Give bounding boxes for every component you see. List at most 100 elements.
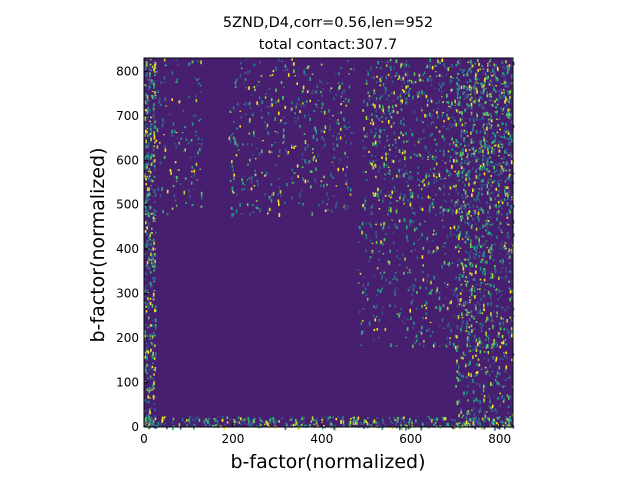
heatmap-cell <box>482 86 485 89</box>
heatmap-cell <box>477 358 480 361</box>
heatmap-cell <box>405 424 408 428</box>
heatmap-cell <box>437 116 439 119</box>
heatmap-cell <box>466 236 468 240</box>
heatmap-cell <box>409 418 411 421</box>
heatmap-cell <box>486 411 488 413</box>
heatmap-cell <box>387 191 390 193</box>
heatmap-cell <box>449 341 451 345</box>
heatmap-cell <box>505 248 507 250</box>
heatmap-cell <box>418 91 421 95</box>
heatmap-cell <box>144 230 147 232</box>
heatmap-cell <box>352 420 355 425</box>
heatmap-cell <box>153 113 155 117</box>
heatmap-cell <box>484 132 486 135</box>
heatmap-cell <box>475 253 478 256</box>
heatmap-cell <box>349 424 351 427</box>
heatmap-cell <box>437 59 439 64</box>
heatmap-cell <box>315 129 317 133</box>
heatmap-cell <box>505 416 507 420</box>
heatmap-cell <box>306 90 309 93</box>
heatmap-cell <box>207 417 210 421</box>
heatmap-cell <box>326 183 328 186</box>
heatmap-cell <box>479 147 481 149</box>
heatmap-cell <box>471 292 473 297</box>
heatmap-cell <box>370 206 373 209</box>
heatmap-cell <box>466 309 468 314</box>
heatmap-cell <box>152 265 154 268</box>
heatmap-cell <box>415 419 417 421</box>
heatmap-cell <box>508 280 510 283</box>
heatmap-cell <box>483 156 485 158</box>
heatmap-cell <box>151 254 154 258</box>
heatmap-cell <box>153 191 155 193</box>
heatmap-cell <box>488 249 490 253</box>
heatmap-cell <box>232 213 235 216</box>
heatmap-cell <box>475 249 477 252</box>
heatmap-cell <box>477 78 480 80</box>
heatmap-cell <box>145 284 147 288</box>
heatmap-cell <box>231 165 234 168</box>
heatmap-cell <box>318 203 320 207</box>
heatmap-cell <box>466 195 469 197</box>
heatmap-cell <box>462 320 464 323</box>
heatmap-cell <box>153 373 155 376</box>
heatmap-cell <box>375 127 377 130</box>
heatmap-cell <box>153 280 155 283</box>
heatmap-cell <box>269 417 272 422</box>
heatmap-cell <box>332 416 334 419</box>
heatmap-cell <box>448 105 450 108</box>
heatmap-cell <box>268 197 270 200</box>
heatmap-cell <box>394 304 397 308</box>
heatmap-cell <box>510 155 512 159</box>
heatmap-cell <box>456 376 458 379</box>
heatmap-cell <box>334 426 337 431</box>
heatmap-cell <box>452 116 454 119</box>
heatmap-cell <box>427 250 429 254</box>
heatmap-cell <box>488 93 490 96</box>
heatmap-cell <box>193 427 195 430</box>
heatmap-cell <box>194 77 196 80</box>
heatmap-cell <box>148 187 150 191</box>
heatmap-cell <box>220 425 222 428</box>
heatmap-cell <box>459 154 462 157</box>
heatmap-cell <box>372 103 375 106</box>
heatmap-cell <box>479 227 481 229</box>
heatmap-cell <box>429 321 432 324</box>
heatmap-cell <box>378 199 380 201</box>
heatmap-cell <box>271 417 274 419</box>
heatmap-cell <box>306 162 308 164</box>
heatmap-cell <box>144 173 146 175</box>
heatmap-cell <box>504 309 506 312</box>
heatmap-cell <box>421 325 423 330</box>
heatmap-cell <box>482 89 484 91</box>
heatmap-cell <box>305 67 307 69</box>
heatmap-cell <box>435 71 437 73</box>
heatmap-cell <box>149 234 151 238</box>
heatmap-cell <box>146 74 148 77</box>
heatmap-cell <box>487 193 490 195</box>
heatmap-cell <box>151 355 153 358</box>
heatmap-cell <box>466 391 468 395</box>
heatmap-cell <box>395 146 398 149</box>
heatmap-cell <box>464 190 467 195</box>
heatmap-cell <box>277 155 280 157</box>
heatmap-cell <box>429 67 432 69</box>
heatmap-cell <box>499 93 501 98</box>
heatmap-cell <box>417 140 420 144</box>
heatmap-cell <box>467 302 470 305</box>
heatmap-cell <box>156 128 159 133</box>
heatmap-cell <box>312 147 314 151</box>
heatmap-cell <box>466 75 468 78</box>
heatmap-cell <box>343 206 345 208</box>
heatmap-cell <box>147 152 150 155</box>
heatmap-cell <box>477 175 480 179</box>
heatmap-cell <box>153 103 155 107</box>
heatmap-cell <box>473 181 476 185</box>
heatmap-cell <box>321 93 323 97</box>
heatmap-cell <box>163 81 166 84</box>
heatmap-cell <box>166 212 169 216</box>
heatmap-cell <box>405 85 407 89</box>
heatmap-cell <box>201 138 203 141</box>
heatmap-cell <box>486 122 488 126</box>
heatmap-cell <box>487 179 490 183</box>
